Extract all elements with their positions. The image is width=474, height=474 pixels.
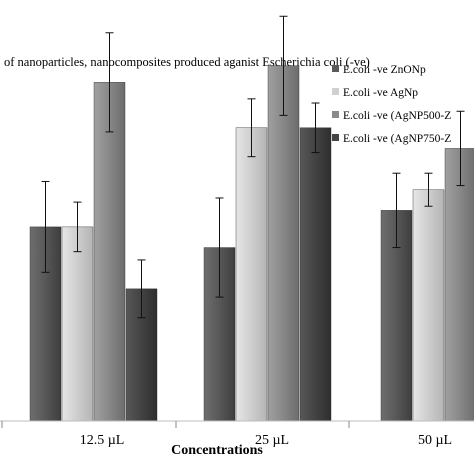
legend-item-4: E.coli -ve (AgNP750-Z [332, 133, 451, 145]
bar-series-4-2 [299, 127, 332, 422]
error-bar-series-2-3 [424, 172, 433, 207]
bar-series-3-2 [267, 65, 300, 422]
x-axis-label: Concentrations [171, 443, 263, 458]
bar-series-3-3 [444, 148, 474, 422]
x-tick-label-2: 25 µL [255, 433, 289, 448]
legend-item-1: E.coli -ve ZnONp [332, 64, 426, 76]
legend-item-2: E.coli -ve AgNp [332, 87, 418, 99]
error-bar-series-1-3 [392, 172, 401, 249]
error-bar-series-1-1 [41, 180, 50, 273]
bars-layer [29, 65, 474, 422]
bar-series-2-1 [61, 226, 94, 422]
legend-label-4: E.coli -ve (AgNP750-Z [343, 133, 451, 145]
legend-label-1: E.coli -ve ZnONp [343, 64, 426, 76]
legend: E.coli -ve ZnONp E.coli -ve AgNp E.coli -v… [332, 64, 451, 145]
bar-series-3-1 [93, 82, 126, 422]
error-bar-series-3-2 [279, 15, 288, 116]
legend-swatch-1 [332, 65, 339, 72]
chart-title: of nanoparticles, nanocomposites produce… [4, 55, 370, 69]
error-bar-series-4-2 [311, 102, 320, 154]
legend-label-3: E.coli -ve (AgNP500-Z [343, 110, 451, 122]
x-tick-label-3: 50 µL [418, 433, 452, 448]
x-tick-label-1: 12.5 µL [80, 433, 125, 448]
error-bar-series-4-1 [137, 259, 146, 319]
error-bar-series-2-1 [73, 201, 82, 253]
legend-swatch-2 [332, 88, 339, 95]
legend-label-2: E.coli -ve AgNp [343, 87, 418, 99]
legend-swatch-4 [332, 134, 339, 141]
error-bars-layer [41, 15, 465, 319]
error-bar-series-1-2 [215, 197, 224, 298]
error-bar-series-3-3 [456, 110, 465, 187]
legend-swatch-3 [332, 111, 339, 118]
x-tick-labels: 12.5 µL 25 µL 50 µL [80, 433, 452, 448]
bar-series-2-2 [235, 127, 268, 422]
error-bar-series-3-1 [105, 32, 114, 133]
error-bar-series-2-2 [247, 98, 256, 158]
legend-item-3: E.coli -ve (AgNP500-Z [332, 110, 451, 122]
bar-series-2-3 [412, 189, 445, 422]
